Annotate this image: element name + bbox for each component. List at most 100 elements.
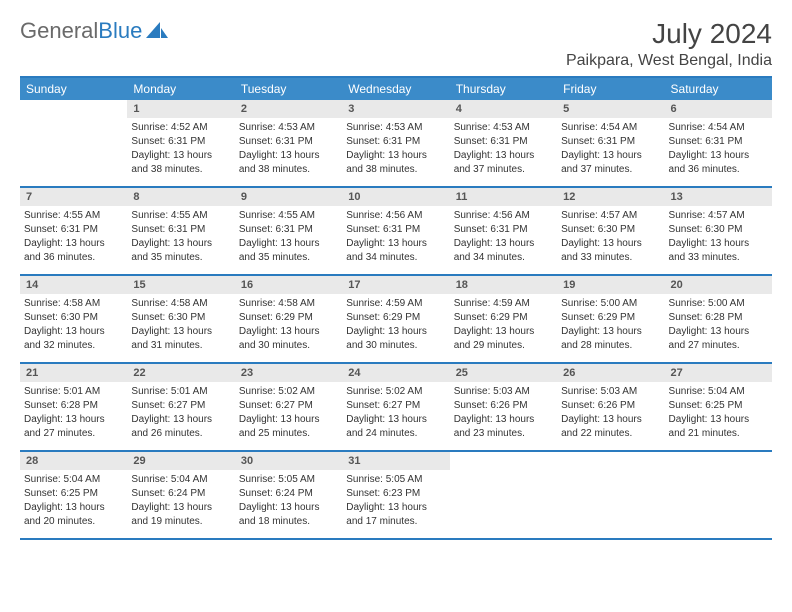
day-number: 29 — [127, 452, 234, 470]
day-number: 3 — [342, 100, 449, 118]
day-detail-line: Daylight: 13 hours — [24, 237, 123, 250]
day-number: 24 — [342, 364, 449, 382]
day-number: 12 — [557, 188, 664, 206]
day-number: 6 — [665, 100, 772, 118]
day-cell: 30Sunrise: 5:05 AMSunset: 6:24 PMDayligh… — [235, 452, 342, 538]
day-detail-line: Sunrise: 5:04 AM — [24, 473, 123, 486]
day-detail-line: Sunrise: 5:05 AM — [346, 473, 445, 486]
day-detail-line: and 30 minutes. — [239, 339, 338, 352]
day-detail-line: and 21 minutes. — [669, 427, 768, 440]
day-header-cell: Tuesday — [235, 78, 342, 100]
day-detail-line: Sunset: 6:26 PM — [561, 399, 660, 412]
day-cell: 8Sunrise: 4:55 AMSunset: 6:31 PMDaylight… — [127, 188, 234, 274]
day-detail-line: and 29 minutes. — [454, 339, 553, 352]
day-detail-line: Sunset: 6:27 PM — [346, 399, 445, 412]
day-cell: 20Sunrise: 5:00 AMSunset: 6:28 PMDayligh… — [665, 276, 772, 362]
day-detail-line: and 38 minutes. — [239, 163, 338, 176]
day-detail-line: Sunrise: 4:52 AM — [131, 121, 230, 134]
day-cell: 31Sunrise: 5:05 AMSunset: 6:23 PMDayligh… — [342, 452, 449, 538]
day-detail-line: Sunset: 6:27 PM — [239, 399, 338, 412]
day-detail-line: Sunrise: 5:04 AM — [131, 473, 230, 486]
day-number: 17 — [342, 276, 449, 294]
day-detail-line: and 34 minutes. — [346, 251, 445, 264]
day-detail-line: Sunset: 6:26 PM — [454, 399, 553, 412]
day-detail-line: Sunrise: 5:03 AM — [561, 385, 660, 398]
day-detail-line: Daylight: 13 hours — [131, 325, 230, 338]
day-detail-line: Daylight: 13 hours — [24, 413, 123, 426]
day-cell: 14Sunrise: 4:58 AMSunset: 6:30 PMDayligh… — [20, 276, 127, 362]
day-detail-line: Daylight: 13 hours — [669, 237, 768, 250]
calendar: SundayMondayTuesdayWednesdayThursdayFrid… — [20, 76, 772, 540]
day-detail-line: and 36 minutes. — [24, 251, 123, 264]
day-detail-line: Daylight: 13 hours — [669, 149, 768, 162]
day-detail-line: Daylight: 13 hours — [669, 325, 768, 338]
day-detail-line: Daylight: 13 hours — [561, 413, 660, 426]
day-detail-line: Sunset: 6:25 PM — [24, 487, 123, 500]
day-number: 14 — [20, 276, 127, 294]
day-cell: 16Sunrise: 4:58 AMSunset: 6:29 PMDayligh… — [235, 276, 342, 362]
day-detail-line: and 23 minutes. — [454, 427, 553, 440]
day-number: 31 — [342, 452, 449, 470]
day-cell: 2Sunrise: 4:53 AMSunset: 6:31 PMDaylight… — [235, 100, 342, 186]
title-block: July 2024 Paikpara, West Bengal, India — [566, 18, 772, 70]
day-cell: 4Sunrise: 4:53 AMSunset: 6:31 PMDaylight… — [450, 100, 557, 186]
day-number: 20 — [665, 276, 772, 294]
day-detail-line: Sunset: 6:31 PM — [346, 135, 445, 148]
day-detail-line: Sunset: 6:31 PM — [131, 223, 230, 236]
day-cell: 5Sunrise: 4:54 AMSunset: 6:31 PMDaylight… — [557, 100, 664, 186]
day-detail-line: Daylight: 13 hours — [454, 413, 553, 426]
day-detail-line: and 26 minutes. — [131, 427, 230, 440]
day-number: 2 — [235, 100, 342, 118]
day-header-cell: Thursday — [450, 78, 557, 100]
day-detail-line: Sunset: 6:27 PM — [131, 399, 230, 412]
day-detail-line: Daylight: 13 hours — [346, 413, 445, 426]
day-cell: 18Sunrise: 4:59 AMSunset: 6:29 PMDayligh… — [450, 276, 557, 362]
day-detail-line: Sunset: 6:31 PM — [131, 135, 230, 148]
day-detail-line: Daylight: 13 hours — [346, 149, 445, 162]
day-number: 22 — [127, 364, 234, 382]
day-detail-line: and 34 minutes. — [454, 251, 553, 264]
day-cell: 26Sunrise: 5:03 AMSunset: 6:26 PMDayligh… — [557, 364, 664, 450]
day-detail-line: Daylight: 13 hours — [561, 325, 660, 338]
day-detail-line: Sunset: 6:24 PM — [239, 487, 338, 500]
day-detail-line: and 27 minutes. — [669, 339, 768, 352]
day-detail-line: Daylight: 13 hours — [346, 237, 445, 250]
day-cell: 9Sunrise: 4:55 AMSunset: 6:31 PMDaylight… — [235, 188, 342, 274]
day-detail-line: Sunset: 6:28 PM — [669, 311, 768, 324]
day-detail-line: and 37 minutes. — [454, 163, 553, 176]
day-detail-line: Sunset: 6:30 PM — [131, 311, 230, 324]
day-number: 23 — [235, 364, 342, 382]
day-detail-line: and 35 minutes. — [131, 251, 230, 264]
day-detail-line: Sunset: 6:30 PM — [561, 223, 660, 236]
day-number: 18 — [450, 276, 557, 294]
day-detail-line: Sunrise: 4:59 AM — [346, 297, 445, 310]
day-detail-line: and 37 minutes. — [561, 163, 660, 176]
day-detail-line: Daylight: 13 hours — [239, 325, 338, 338]
day-detail-line: Daylight: 13 hours — [239, 237, 338, 250]
day-detail-line: and 18 minutes. — [239, 515, 338, 528]
brand-part2: Blue — [98, 18, 142, 44]
day-detail-line: Sunrise: 4:53 AM — [454, 121, 553, 134]
day-cell: 23Sunrise: 5:02 AMSunset: 6:27 PMDayligh… — [235, 364, 342, 450]
day-number: 21 — [20, 364, 127, 382]
day-number: 19 — [557, 276, 664, 294]
day-detail-line: Sunrise: 5:02 AM — [346, 385, 445, 398]
day-detail-line: and 19 minutes. — [131, 515, 230, 528]
day-detail-line: Sunrise: 4:54 AM — [669, 121, 768, 134]
day-cell: 25Sunrise: 5:03 AMSunset: 6:26 PMDayligh… — [450, 364, 557, 450]
day-detail-line: Sunset: 6:31 PM — [669, 135, 768, 148]
day-detail-line: Sunrise: 4:56 AM — [454, 209, 553, 222]
day-detail-line: Sunset: 6:31 PM — [454, 223, 553, 236]
day-detail-line: Daylight: 13 hours — [346, 501, 445, 514]
day-number: 28 — [20, 452, 127, 470]
day-cell: 7Sunrise: 4:55 AMSunset: 6:31 PMDaylight… — [20, 188, 127, 274]
day-number: 4 — [450, 100, 557, 118]
day-number: 11 — [450, 188, 557, 206]
day-cell: 3 Sunrise: 4:53 AMSunset: 6:31 PMDaylight… — [342, 100, 449, 186]
day-number: 7 — [20, 188, 127, 206]
day-number: 13 — [665, 188, 772, 206]
logo-sail-icon — [146, 22, 168, 40]
day-detail-line: Sunrise: 4:53 AM — [346, 121, 445, 134]
day-header-cell: Saturday — [665, 78, 772, 100]
day-number — [20, 100, 127, 118]
